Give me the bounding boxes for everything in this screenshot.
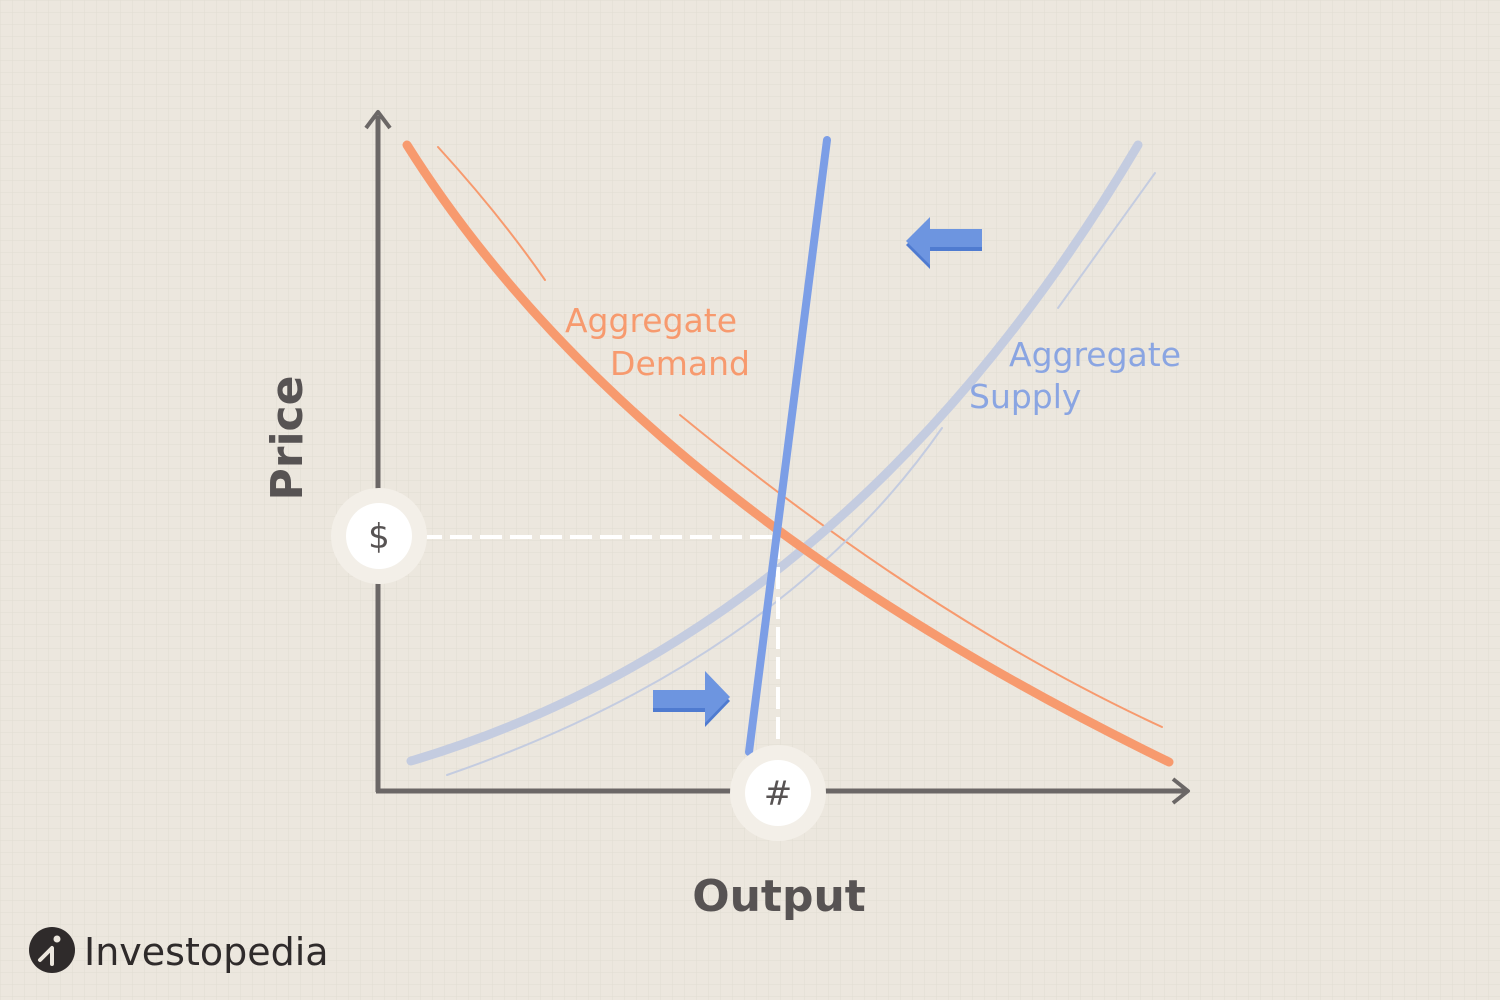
demand-label-line2: Demand xyxy=(610,344,750,383)
investopedia-logo-icon xyxy=(29,927,75,973)
price-marker-text: $ xyxy=(368,517,390,557)
y-axis-arrowhead xyxy=(364,110,392,130)
price-marker: $ xyxy=(331,488,427,584)
x-axis-arrowhead xyxy=(1171,777,1190,805)
supply-curve-thin-upper xyxy=(1057,172,1156,309)
shift-arrow-left-icon xyxy=(906,217,982,269)
y-axis-title: Price xyxy=(262,376,313,501)
shift-arrow-right-icon xyxy=(653,671,730,727)
demand-curve-thin-lower xyxy=(679,414,1163,728)
output-marker: # xyxy=(730,745,826,841)
supply-label-line2: Supply xyxy=(969,377,1081,416)
long-run-supply-line xyxy=(745,136,831,756)
supply-curve-thin xyxy=(446,427,943,776)
output-marker-text: # xyxy=(764,774,793,814)
brand-name: Investopedia xyxy=(84,930,329,974)
x-axis-title: Output xyxy=(692,871,866,922)
demand-curve-thin xyxy=(437,146,546,281)
supply-label-line1: Aggregate xyxy=(1009,335,1181,374)
aggregate-supply-curve xyxy=(406,140,1143,766)
demand-label-line1: Aggregate xyxy=(565,301,737,340)
aggregate-demand-curve xyxy=(402,140,1174,767)
